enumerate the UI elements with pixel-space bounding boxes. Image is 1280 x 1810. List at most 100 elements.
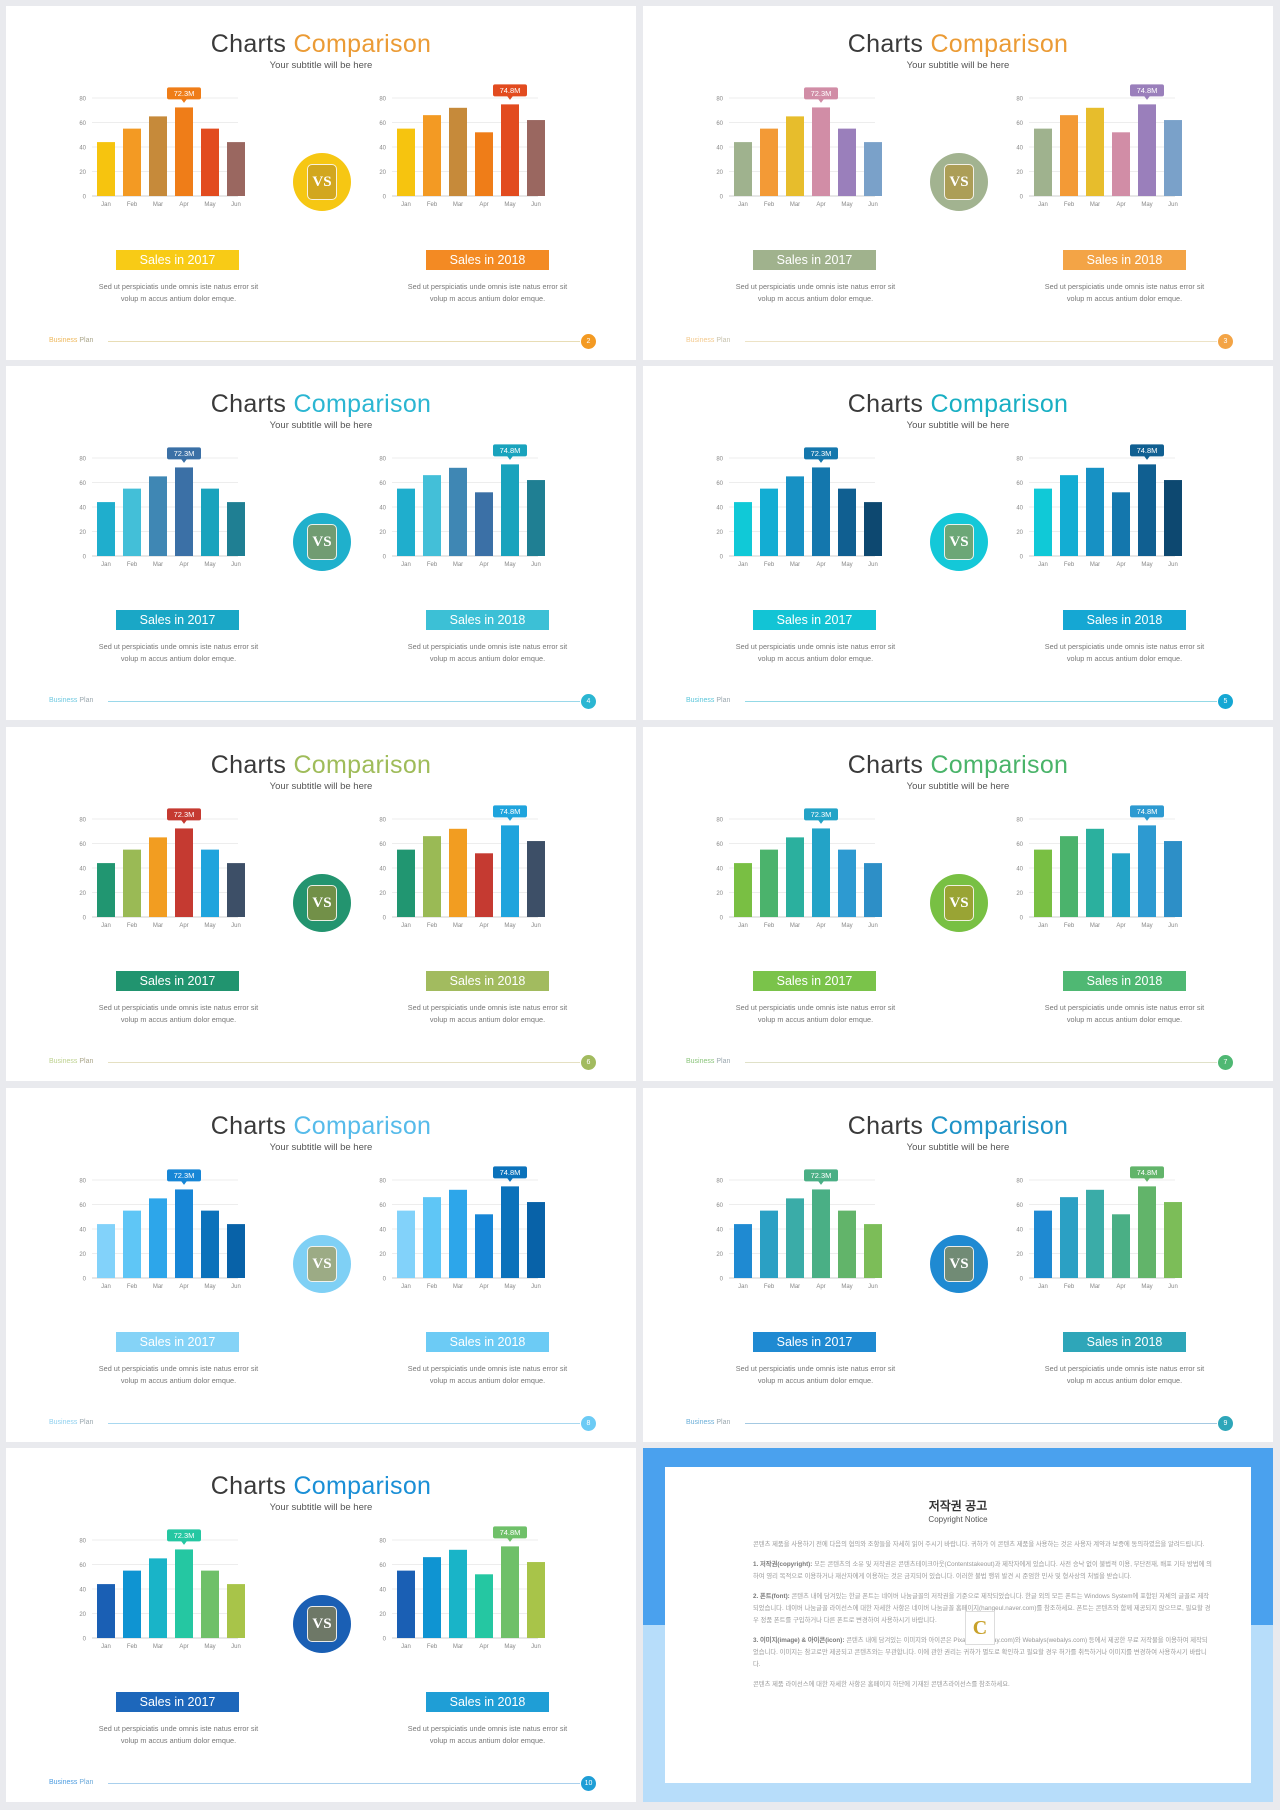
title-accent: Comparison <box>293 30 432 58</box>
y-tick-label: 80 <box>716 457 723 463</box>
notice-copyright: 1. 저작권(copyright): 모든 콘텐츠의 소유 및 저작권은 콘텐츠… <box>753 1561 1212 1580</box>
slide: Charts Comparison Your subtitle will be … <box>643 366 1273 720</box>
title-accent: Comparison <box>293 1112 432 1140</box>
x-tick-label: May <box>204 202 215 208</box>
bar-mar <box>786 837 804 917</box>
callout-label: 72.3M <box>811 810 832 819</box>
sales-2018-label: Sales in 2018 <box>426 971 549 991</box>
x-tick-label: Jun <box>868 923 878 929</box>
title-accent: Comparison <box>930 751 1069 779</box>
bar-jun <box>527 1202 545 1278</box>
description-right: Sed ut perspiciatis unde omnis iste natu… <box>407 1364 568 1385</box>
footer-line <box>108 1783 580 1784</box>
description-right: Sed ut perspiciatis unde omnis iste natu… <box>1044 282 1205 303</box>
footer-word-business: Business <box>49 1779 78 1786</box>
y-tick-label: 20 <box>79 1612 86 1618</box>
slide-title: Charts Comparison <box>643 751 1273 780</box>
y-tick-label: 60 <box>79 481 86 487</box>
footer-line <box>108 701 580 702</box>
x-tick-label: Mar <box>790 562 800 568</box>
bar-chart-2018: 0 20 40 60 80 Jan Feb Mar Apr May Jun 74.8M <box>374 444 545 604</box>
y-tick-label: 20 <box>716 170 723 176</box>
bar-feb <box>123 1210 141 1278</box>
callout-pointer <box>507 1177 513 1182</box>
x-tick-label: Apr <box>179 923 188 929</box>
callout-label: 72.3M <box>174 449 195 458</box>
logo-circle: VS <box>293 153 351 211</box>
description-right: Sed ut perspiciatis unde omnis iste natu… <box>1044 1364 1205 1385</box>
y-tick-label: 80 <box>79 1539 86 1545</box>
description-right: Sed ut perspiciatis unde omnis iste natu… <box>407 1724 568 1745</box>
sales-2018-label: Sales in 2018 <box>1063 610 1186 630</box>
y-tick-label: 40 <box>79 1588 86 1594</box>
y-tick-label: 0 <box>1020 555 1024 561</box>
bar-chart-2017: 0 20 40 60 80 Jan Feb Mar Apr May Jun 72.3M <box>711 444 882 604</box>
page-number: 7 <box>1218 1055 1233 1070</box>
bar-chart-2017: 0 20 40 60 80 Jan Feb Mar Apr May Jun 72.3M <box>711 805 882 965</box>
bar-chart-2017: 0 20 40 60 80 Jan Feb Mar Apr May Jun 72.3M <box>74 805 245 965</box>
y-tick-label: 20 <box>379 1612 386 1618</box>
bar-jun <box>1164 480 1182 556</box>
x-tick-label: Apr <box>479 1284 488 1290</box>
bar-feb <box>760 128 778 196</box>
bar-jan <box>97 142 115 196</box>
bar-may <box>201 1570 219 1638</box>
y-tick-label: 80 <box>379 1539 386 1545</box>
bar-chart-2018: 0 20 40 60 80 Jan Feb Mar Apr May Jun 74.8M <box>374 1166 545 1326</box>
description-left: Sed ut perspiciatis unde omnis iste natu… <box>98 1003 259 1024</box>
y-tick-label: 40 <box>1016 1228 1023 1234</box>
callout-pointer <box>1144 455 1150 460</box>
callout-label: 72.3M <box>174 1531 195 1540</box>
x-tick-label: Jan <box>738 202 748 208</box>
footer-word-business: Business <box>49 1419 78 1426</box>
x-tick-label: Apr <box>1116 1284 1125 1290</box>
x-tick-label: Jun <box>231 1284 241 1290</box>
title-main: Charts <box>847 751 924 779</box>
bar-mar <box>149 476 167 556</box>
bar-chart-2018: 0 20 40 60 80 Jan Feb Mar Apr May Jun 74.8M <box>1011 1166 1182 1326</box>
slide-subtitle: Your subtitle will be here <box>269 60 373 71</box>
slide-subtitle: Your subtitle will be here <box>269 420 373 431</box>
y-tick-label: 60 <box>379 1563 386 1569</box>
y-tick-label: 40 <box>379 146 386 152</box>
x-tick-label: Feb <box>764 1284 775 1290</box>
bar-feb <box>123 488 141 556</box>
bar-mar <box>149 1198 167 1278</box>
logo-circle: VS <box>293 513 351 571</box>
callout-pointer <box>181 1180 187 1185</box>
callout-label: 72.3M <box>174 810 195 819</box>
x-tick-label: Jan <box>401 1644 411 1650</box>
y-tick-label: 20 <box>379 530 386 536</box>
bar-chart-2018: 0 20 40 60 80 Jan Feb Mar Apr May Jun 74.8M <box>1011 444 1182 604</box>
footer-word-plan: Plan <box>79 1419 94 1426</box>
chart-svg: 0 20 40 60 80 Jan Feb Mar Apr May Jun 74.8M <box>1016 805 1182 929</box>
y-tick-label: 20 <box>79 170 86 176</box>
bar-jan <box>734 142 752 196</box>
y-tick-label: 20 <box>379 1252 386 1258</box>
sales-2017-label: Sales in 2017 <box>116 250 239 270</box>
slide-subtitle: Your subtitle will be here <box>906 781 1010 792</box>
x-tick-label: May <box>504 1644 515 1650</box>
x-tick-label: May <box>1141 923 1152 929</box>
footer-word-business: Business <box>49 337 78 344</box>
y-tick-label: 0 <box>1020 1277 1024 1283</box>
bar-feb <box>423 115 441 196</box>
description-left: Sed ut perspiciatis unde omnis iste natu… <box>735 642 896 663</box>
x-tick-label: Jan <box>1038 202 1048 208</box>
bar-feb <box>423 475 441 556</box>
bar-jun <box>1164 1202 1182 1278</box>
bar-jan <box>97 863 115 917</box>
bar-jan <box>97 1584 115 1638</box>
x-tick-label: Mar <box>153 923 163 929</box>
bar-jun <box>1164 120 1182 196</box>
sales-2017-label: Sales in 2017 <box>753 250 876 270</box>
x-tick-label: Apr <box>816 562 825 568</box>
footer-word-plan: Plan <box>716 337 731 344</box>
y-tick-label: 20 <box>79 530 86 536</box>
bar-may <box>201 488 219 556</box>
callout-pointer <box>507 1537 513 1542</box>
logo-circle: VS <box>930 153 988 211</box>
bar-apr <box>812 828 830 917</box>
callout-label: 72.3M <box>174 1171 195 1180</box>
y-tick-label: 0 <box>720 555 724 561</box>
